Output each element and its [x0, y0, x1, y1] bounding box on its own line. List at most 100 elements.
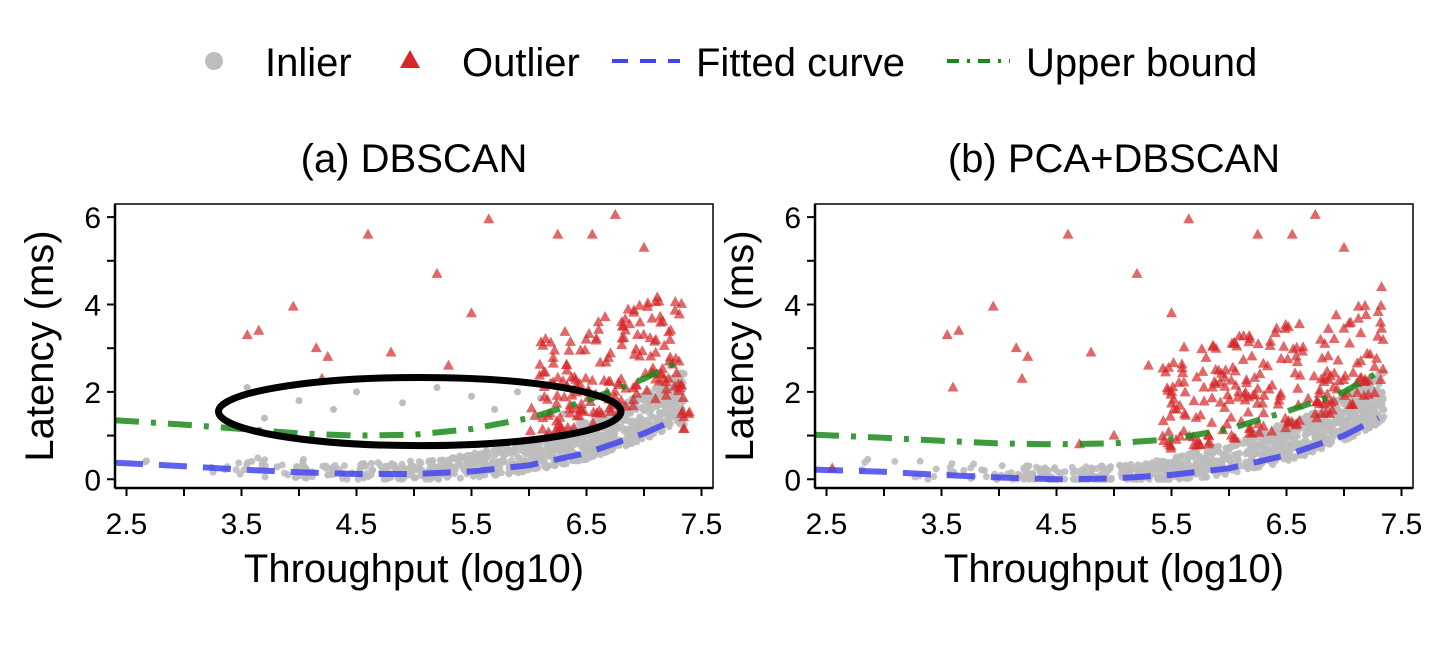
outlier-point: [646, 312, 658, 323]
inlier-point: [456, 474, 464, 482]
outlier-point: [1174, 399, 1186, 410]
outlier-point: [466, 307, 477, 318]
outlier-point: [604, 375, 616, 386]
inlier-point: [620, 417, 628, 425]
inlier-point: [1106, 464, 1114, 472]
outlier-point: [563, 403, 575, 414]
outlier-point: [1375, 299, 1387, 310]
outlier-point: [1266, 379, 1278, 390]
outlier-point: [1222, 389, 1234, 400]
outlier-point: [563, 344, 575, 355]
outlier-point: [561, 364, 573, 375]
outlier-point: [1322, 373, 1334, 384]
inlier-point: [891, 457, 899, 465]
outlier-point: [655, 316, 667, 327]
outlier-point: [1279, 412, 1291, 423]
inlier-point: [609, 433, 617, 441]
inlier-point: [1007, 469, 1015, 477]
outlier-point: [1377, 363, 1389, 374]
inlier-point: [303, 474, 311, 482]
inlier-point: [1379, 395, 1387, 403]
inlier-point: [1364, 398, 1372, 406]
inlier-point: [1283, 455, 1291, 463]
inlier-point: [1241, 436, 1249, 444]
outlier-point: [1166, 307, 1177, 318]
y-tick-label: 0: [784, 464, 801, 497]
inlier-point: [1343, 417, 1351, 425]
outlier-point: [628, 348, 640, 359]
inlier-point: [1068, 463, 1076, 471]
outlier-point: [605, 347, 617, 358]
outlier-point: [1143, 359, 1154, 370]
outlier-point: [537, 423, 549, 434]
legend: Inlier Outlier Fitted curve Upper bound: [205, 41, 1257, 85]
inlier-point: [1285, 441, 1293, 449]
inlier-point: [661, 406, 669, 414]
outlier-point: [574, 403, 586, 414]
outlier-point: [670, 352, 682, 363]
outlier-point: [483, 213, 495, 224]
inlier-point: [143, 457, 151, 465]
outlier-point: [1249, 371, 1261, 382]
inlier-point: [680, 370, 688, 378]
outlier-point: [649, 393, 661, 404]
outlier-point: [1168, 356, 1180, 367]
outlier-point: [1206, 392, 1218, 403]
inlier-point: [580, 435, 588, 443]
inlier-point: [494, 458, 502, 466]
outlier-point: [1308, 370, 1320, 381]
inlier-point: [374, 459, 382, 467]
outlier-point: [580, 372, 592, 383]
outlier-point: [526, 402, 538, 413]
inlier-point: [626, 418, 634, 426]
legend-upper-bound-label: Upper bound: [1026, 41, 1257, 85]
legend-item-upper-bound: Upper bound: [947, 41, 1257, 85]
outlier-point: [1178, 376, 1190, 387]
outlier-point: [547, 351, 559, 362]
outlier-point: [1302, 392, 1314, 403]
outlier-point: [1225, 374, 1237, 385]
inlier-point: [429, 457, 437, 465]
outlier-point: [1157, 415, 1169, 426]
inlier-point: [1203, 450, 1211, 458]
inlier-point: [1147, 466, 1155, 474]
inlier-point: [405, 468, 413, 476]
outlier-point: [1168, 403, 1180, 414]
outlier-point: [1293, 318, 1305, 329]
outlier-point: [1371, 352, 1383, 363]
outlier-point: [565, 371, 577, 382]
inlier-point: [1294, 441, 1302, 449]
inlier-point: [399, 399, 406, 407]
outlier-point: [1178, 425, 1190, 436]
inlier-point: [522, 447, 530, 455]
inlier-point: [1302, 428, 1310, 436]
outlier-point: [571, 410, 583, 421]
outlier-point: [1322, 350, 1334, 361]
inlier-point: [1158, 475, 1166, 483]
outlier-point: [619, 313, 631, 324]
outlier-point: [1314, 333, 1326, 344]
outlier-point: [599, 311, 611, 322]
outlier-point: [541, 393, 553, 404]
inlier-point: [633, 422, 641, 430]
inlier-point: [1354, 413, 1362, 421]
y-axis-label: Latency (ms): [718, 230, 762, 461]
outlier-point: [1108, 429, 1120, 440]
inlier-point: [330, 405, 337, 413]
inlier-point: [527, 455, 535, 463]
inlier-point: [633, 438, 641, 446]
inlier-point: [1353, 407, 1361, 415]
outlier-point: [553, 424, 565, 435]
inlier-point: [1318, 445, 1326, 453]
outlier-point: [253, 324, 265, 335]
outlier-point: [1131, 267, 1143, 278]
outlier-point: [1264, 339, 1276, 350]
inlier-point: [261, 414, 268, 422]
inlier-point: [654, 402, 662, 410]
inlier-point: [626, 409, 634, 417]
inlier-point: [1257, 438, 1265, 446]
inlier-point: [261, 473, 269, 481]
inlier-point: [469, 472, 477, 480]
outlier-point: [551, 397, 563, 408]
outlier-point: [631, 379, 643, 390]
